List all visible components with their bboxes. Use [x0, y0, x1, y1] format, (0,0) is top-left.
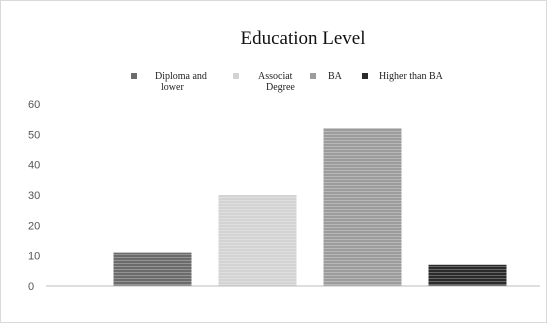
bars-group — [113, 128, 507, 286]
chart-title: Education Level — [240, 28, 365, 49]
legend-label: Higher than BA — [379, 71, 444, 82]
y-tick-label: 0 — [28, 281, 34, 293]
legend-label: BA — [328, 71, 343, 82]
legend-swatch — [362, 73, 368, 79]
y-tick-label: 60 — [28, 99, 40, 111]
legend-swatch — [310, 73, 316, 79]
y-axis-ticks: 0 10 20 30 40 50 60 — [28, 99, 40, 293]
bar-texture — [218, 195, 297, 286]
legend-label: Diploma and lower — [155, 71, 207, 93]
y-tick-label: 40 — [28, 160, 40, 172]
legend-swatch — [233, 73, 239, 79]
bar-1 — [113, 252, 192, 286]
y-tick-label: 20 — [28, 220, 40, 232]
bar-2 — [218, 195, 297, 286]
bar-texture — [428, 264, 507, 286]
legend-item-3: BA — [310, 71, 343, 82]
legend-item-4: Higher than BA — [362, 71, 444, 82]
bar-texture — [113, 252, 192, 286]
legend-item-2: Associat Degree — [233, 71, 295, 93]
legend-item-1: Diploma and lower — [131, 71, 207, 93]
bar-3 — [323, 128, 402, 286]
legend-swatch — [131, 73, 137, 79]
y-tick-label: 50 — [28, 129, 40, 141]
y-tick-label: 10 — [28, 251, 40, 263]
bar-4 — [428, 264, 507, 286]
y-tick-label: 30 — [28, 190, 40, 202]
bar-texture — [323, 128, 402, 286]
legend-label: Associat Degree — [258, 71, 295, 93]
chart-legend: Diploma and lower Associat Degree BA Higher t… — [131, 71, 444, 93]
